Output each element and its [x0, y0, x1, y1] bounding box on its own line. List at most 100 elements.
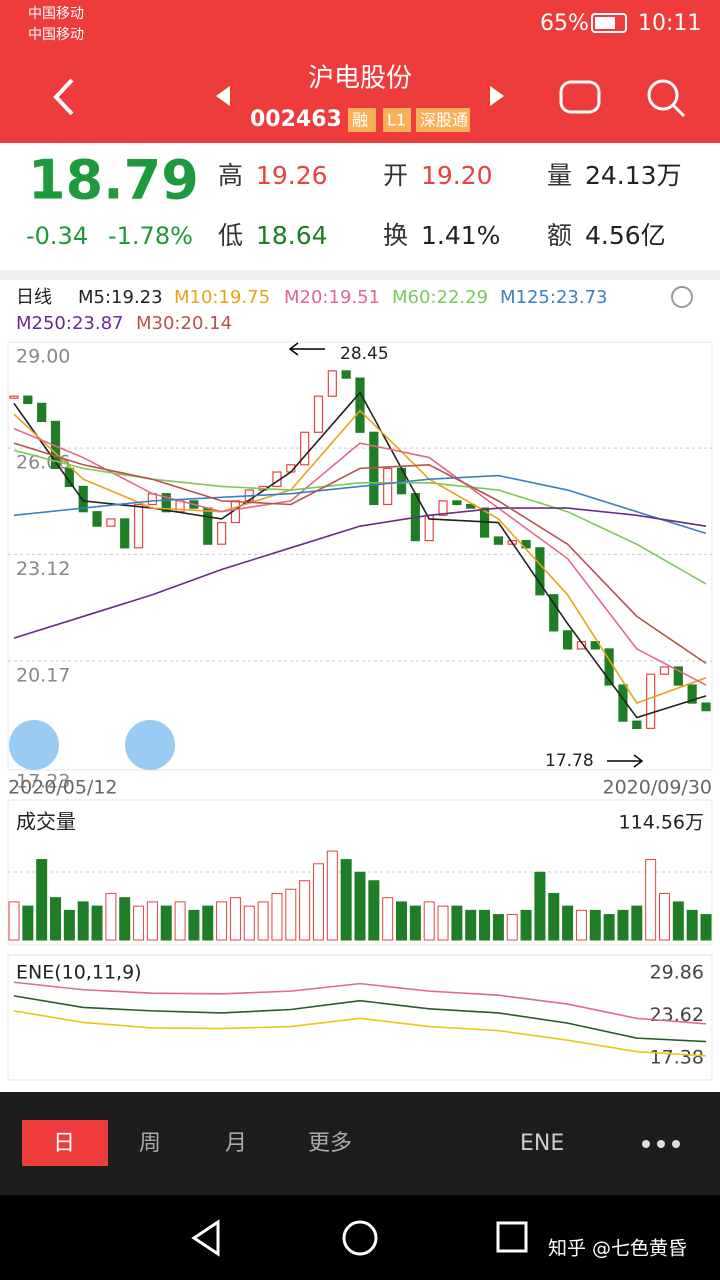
volume-bar [299, 880, 311, 941]
ene-line [13, 981, 707, 1025]
candle [217, 521, 227, 545]
change-pct: -1.78% [108, 222, 193, 250]
volume-bar [603, 914, 615, 941]
battery-level [595, 17, 615, 29]
legend-item: M125:23.73 [500, 287, 607, 308]
candle [92, 511, 102, 527]
prev-stock[interactable] [216, 86, 230, 106]
ene-frame [7, 954, 713, 1081]
more-dot [672, 1140, 680, 1148]
nav-home[interactable] [342, 1220, 378, 1256]
volume-bar [700, 914, 712, 941]
volume-bar [645, 859, 657, 941]
robot-button[interactable] [559, 80, 601, 114]
volume-bar [160, 905, 172, 941]
ma-line [13, 409, 707, 705]
candle [687, 684, 697, 704]
legend-period: 日线 [16, 287, 52, 308]
separator [0, 270, 720, 280]
volume-bar [451, 905, 463, 941]
battery-icon [591, 13, 627, 33]
candle [438, 500, 448, 516]
next-stock[interactable] [490, 86, 504, 106]
tab[interactable]: 周 [139, 1131, 161, 1156]
candle [673, 666, 683, 686]
field-label: 高 [218, 161, 243, 190]
candle [23, 395, 33, 404]
tab[interactable]: 月 [225, 1131, 247, 1156]
field-value: 18.64 [256, 221, 328, 250]
y-tick-label: 17.23 [16, 771, 70, 793]
candle [106, 518, 116, 527]
stock-name: 沪电股份 [308, 64, 412, 94]
ene-title: ENE(10,11,9) [16, 962, 142, 984]
back-button[interactable] [53, 78, 74, 116]
expand-button[interactable] [9, 720, 59, 770]
volume-bar [243, 905, 255, 941]
ma-line [13, 507, 707, 639]
volume-bar [257, 901, 269, 941]
settings-button[interactable] [671, 286, 693, 308]
candle [37, 402, 47, 423]
nav-back[interactable] [191, 1219, 220, 1257]
candle [452, 500, 462, 506]
candle [355, 377, 365, 433]
field-label: 换 [383, 221, 408, 250]
price-frame [7, 341, 713, 771]
candle [341, 370, 351, 379]
legend-item: M10:19.75 [174, 287, 270, 308]
field-value: 19.26 [256, 161, 328, 190]
ma-line [13, 474, 707, 535]
tag-bg [348, 108, 376, 132]
candle [9, 395, 19, 399]
volume-bar [589, 909, 601, 941]
legend-item: M30:20.14 [136, 313, 232, 334]
y-tick-label: 23.12 [16, 558, 70, 580]
volume-bar [437, 905, 449, 941]
volume-bar [396, 901, 408, 941]
field-label: 额 [547, 221, 572, 250]
nav-recent[interactable] [496, 1221, 528, 1253]
volume-bar [672, 901, 684, 941]
search-button[interactable] [647, 79, 679, 111]
volume-bar [8, 901, 20, 941]
volume-bar [285, 888, 297, 941]
tag-bg [383, 108, 411, 132]
x-end: 2020/09/30 [602, 777, 712, 799]
x-start: 2020/05/12 [8, 777, 118, 799]
legend-item: M250:23.87 [16, 313, 123, 334]
tag: L1 [387, 111, 406, 130]
ene-line [13, 1010, 707, 1057]
volume-bar [409, 905, 421, 941]
ene-tick-label: 29.86 [650, 962, 704, 984]
field-value: 24.13万 [585, 161, 682, 190]
candle [383, 467, 393, 506]
candle [120, 518, 130, 549]
ma-line [13, 427, 707, 686]
field-label: 开 [383, 161, 408, 190]
tag-bg [416, 108, 470, 132]
candle [646, 673, 656, 729]
tab[interactable]: 日 [53, 1131, 75, 1156]
volume-bar [340, 859, 352, 941]
high-label: 28.45 [340, 344, 389, 364]
candle [562, 630, 573, 650]
candle [632, 720, 642, 729]
volume-bar [229, 897, 241, 941]
price: 18.79 [28, 149, 199, 212]
tag: 深股通 [420, 111, 468, 130]
quote-bg [0, 143, 720, 270]
carrier: 中国移动 [28, 6, 84, 22]
candle [78, 485, 88, 513]
ene-line [13, 995, 707, 1043]
candle [659, 666, 670, 675]
fullscreen-button[interactable] [125, 720, 175, 770]
volume-bar [686, 909, 698, 941]
candle [133, 503, 144, 549]
tab[interactable]: 更多 [308, 1131, 352, 1156]
tab-indicator[interactable]: ENE [520, 1131, 564, 1156]
field-value: 19.20 [421, 161, 493, 190]
candle [147, 493, 157, 506]
